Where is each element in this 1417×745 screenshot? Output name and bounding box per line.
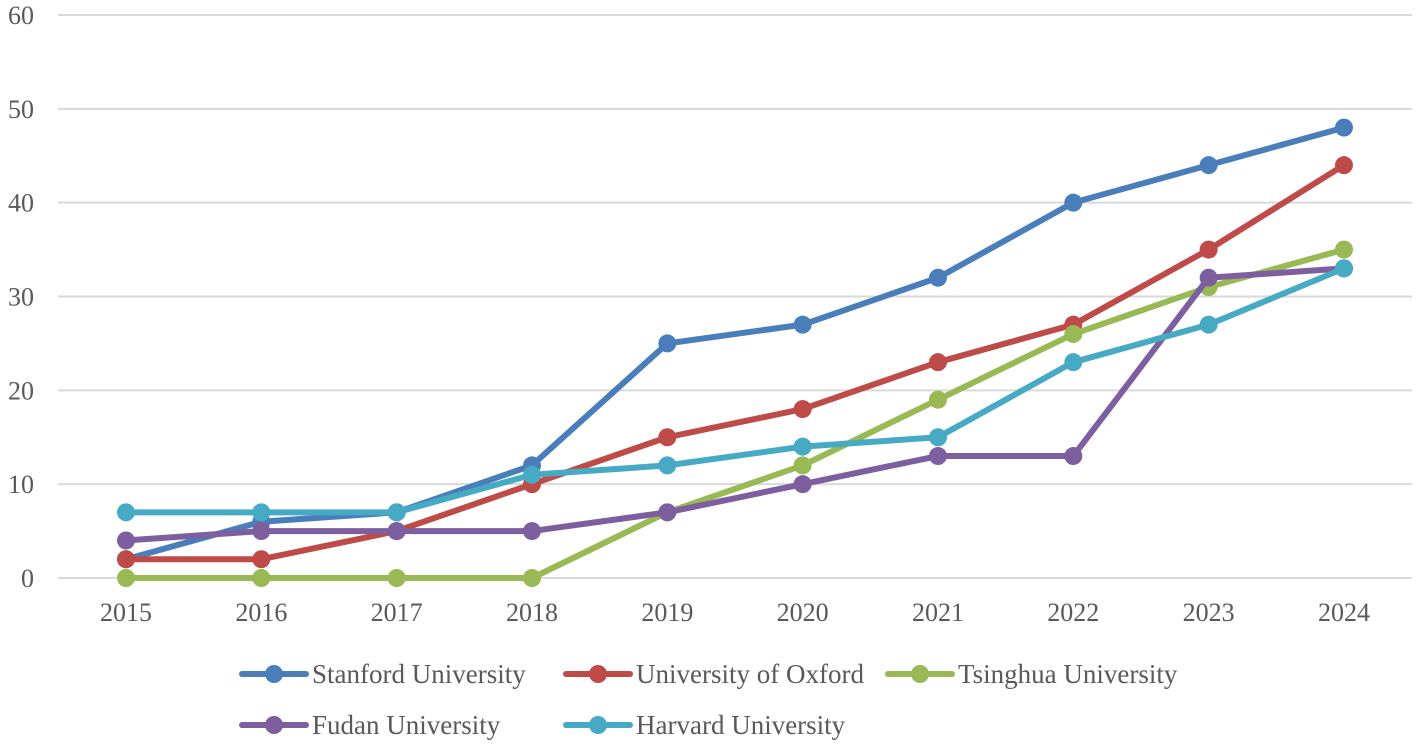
series-line (123, 124, 1347, 563)
data-point (793, 400, 812, 419)
legend-label: Tsinghua University (958, 659, 1178, 689)
legend-swatch-marker (265, 716, 283, 734)
y-tick-label: 30 (8, 283, 34, 312)
data-point (1199, 156, 1218, 175)
x-tick-label: 2019 (641, 598, 693, 627)
data-point (522, 569, 541, 587)
data-point (793, 315, 812, 334)
legend-item: Fudan University (239, 710, 501, 740)
data-point (1199, 268, 1218, 287)
x-tick-label: 2017 (371, 598, 423, 627)
x-tick-label: 2016 (235, 598, 287, 627)
x-tick-label: 2021 (912, 598, 964, 627)
x-tick-label: 2020 (777, 598, 829, 627)
legend-swatch-marker (911, 665, 929, 683)
series-university-of-oxford (117, 156, 1353, 569)
data-point (387, 503, 406, 522)
x-axis-ticks: 2015 2016 2017 2018 2019 2020 2021 2022 2023 2024 (100, 598, 1370, 627)
data-point (928, 447, 947, 466)
data-point (1334, 259, 1353, 278)
series-fudan-university (117, 259, 1353, 550)
data-point (252, 569, 271, 587)
data-point (658, 503, 677, 522)
legend-swatch-marker (265, 665, 283, 683)
data-point (1199, 240, 1218, 259)
x-tick-label: 2022 (1047, 598, 1099, 627)
data-point (1064, 447, 1083, 466)
data-point (117, 531, 135, 550)
y-tick-label: 40 (8, 189, 34, 218)
legend-item: Stanford University (239, 659, 526, 689)
data-point (1334, 118, 1353, 137)
data-point (1064, 325, 1083, 344)
series-line (123, 265, 1347, 544)
data-point (387, 569, 406, 587)
data-point (793, 456, 812, 475)
data-point (117, 569, 135, 587)
data-point (928, 268, 947, 287)
data-point (1334, 240, 1353, 259)
legend-label: Fudan University (312, 710, 501, 740)
legend-label: Stanford University (312, 659, 526, 689)
data-point (793, 475, 812, 494)
legend-label: Harvard University (636, 710, 846, 740)
data-point (117, 503, 135, 522)
legend-label: University of Oxford (636, 659, 864, 689)
data-point (658, 456, 677, 475)
data-point (522, 522, 541, 541)
data-point (252, 503, 271, 522)
y-tick-label: 0 (21, 564, 34, 593)
series-tsinghua-university (117, 240, 1353, 587)
x-tick-label: 2023 (1183, 598, 1235, 627)
data-point (252, 522, 271, 541)
data-point (117, 550, 135, 569)
legend: Stanford University University of Oxford T… (239, 659, 1178, 740)
legend-swatch-marker (589, 716, 607, 734)
x-tick-label: 2024 (1318, 598, 1370, 627)
data-point (522, 465, 541, 484)
y-axis-ticks: 0 10 20 30 40 50 60 (8, 1, 34, 593)
series-line (123, 265, 1347, 516)
data-point (658, 428, 677, 447)
data-point (252, 550, 271, 569)
gridlines (58, 14, 1412, 579)
data-point (928, 353, 947, 372)
data-point (387, 522, 406, 541)
series-line (123, 162, 1347, 563)
y-tick-label: 60 (8, 1, 34, 30)
data-point (793, 437, 812, 456)
legend-swatch-marker (589, 665, 607, 683)
legend-item: Harvard University (563, 710, 846, 740)
series-line (123, 246, 1347, 581)
legend-item: Tsinghua University (885, 659, 1178, 689)
legend-item: University of Oxford (563, 659, 864, 689)
data-point (1334, 156, 1353, 175)
data-point (1199, 315, 1218, 334)
series-harvard-university (117, 259, 1353, 522)
data-point (658, 334, 677, 353)
x-tick-label: 2015 (100, 598, 152, 627)
data-point (1064, 353, 1083, 372)
series-group (117, 118, 1353, 587)
y-tick-label: 20 (8, 376, 34, 405)
y-tick-label: 10 (8, 470, 34, 499)
y-tick-label: 50 (8, 95, 34, 124)
x-tick-label: 2018 (506, 598, 558, 627)
data-point (928, 428, 947, 447)
data-point (1064, 193, 1083, 212)
data-point (928, 390, 947, 409)
